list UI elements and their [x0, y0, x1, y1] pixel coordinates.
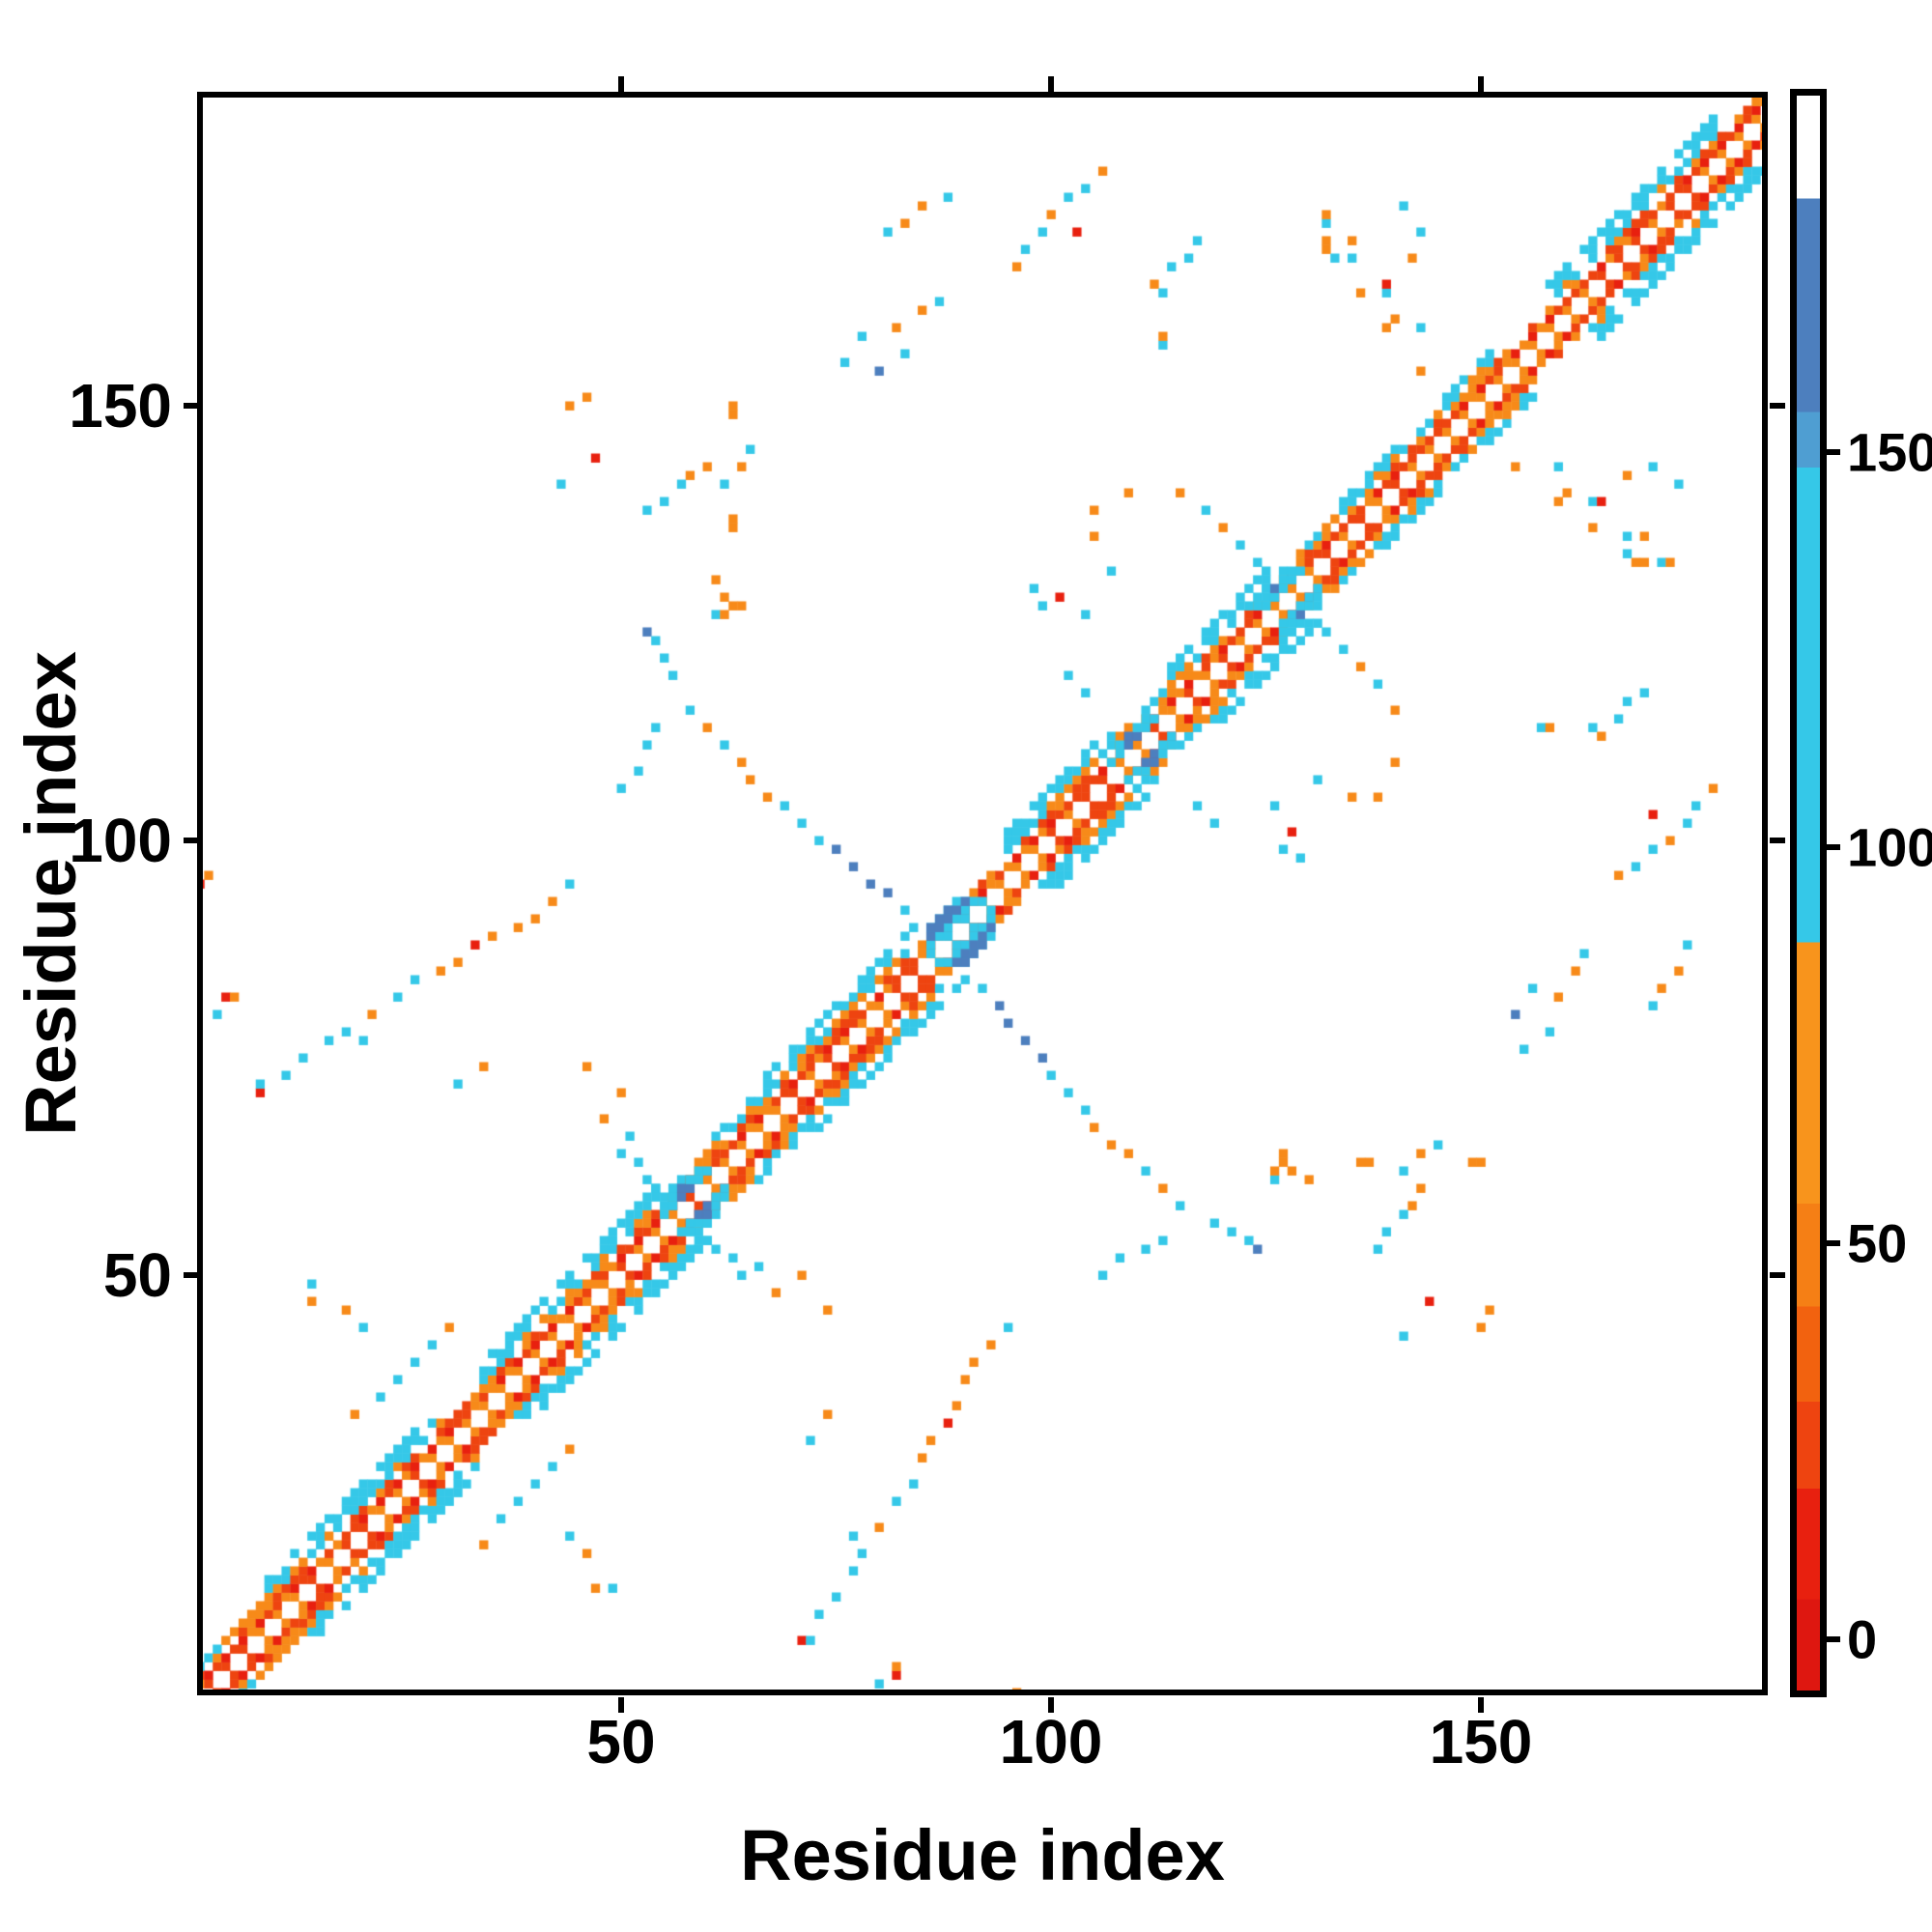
colorbar-tick-label: 0	[1847, 1608, 1878, 1670]
colorbar-tick-mark	[1827, 844, 1840, 851]
y-tick-mark	[184, 403, 199, 409]
colorbar-tick-mark	[1827, 1240, 1840, 1247]
x-tick-mark	[1048, 1697, 1054, 1713]
x-tick-mark-top	[1048, 76, 1054, 92]
contact-map-plot	[197, 92, 1768, 1695]
x-tick-label: 150	[1429, 1707, 1533, 1776]
x-tick-label: 100	[999, 1707, 1103, 1776]
colorbar	[1790, 89, 1827, 1697]
y-tick-mark	[184, 1272, 199, 1278]
y-tick-label: 50	[102, 1240, 172, 1310]
colorbar-tick-mark	[1827, 448, 1840, 455]
x-axis-label: Residue index	[740, 1815, 1225, 1895]
y-tick-label: 150	[69, 371, 172, 440]
y-tick-mark-right	[1770, 1272, 1785, 1278]
y-tick-mark-right	[1770, 838, 1785, 843]
colorbar-tick-label: 150	[1847, 421, 1932, 483]
y-tick-label: 100	[69, 806, 172, 875]
heatmap-canvas	[203, 98, 1762, 1690]
x-tick-mark-top	[618, 76, 624, 92]
colorbar-tick-label: 100	[1847, 816, 1932, 878]
x-tick-mark	[1478, 1697, 1484, 1713]
x-tick-mark	[618, 1697, 624, 1713]
x-tick-mark-top	[1478, 76, 1484, 92]
colorbar-tick-label: 50	[1847, 1212, 1908, 1274]
y-tick-mark-right	[1770, 403, 1785, 409]
y-axis-label: Residue index	[11, 651, 91, 1136]
colorbar-tick-mark	[1827, 1635, 1840, 1642]
y-tick-mark	[184, 838, 199, 843]
colorbar-gradient	[1797, 96, 1820, 1690]
x-tick-label: 50	[586, 1707, 656, 1776]
